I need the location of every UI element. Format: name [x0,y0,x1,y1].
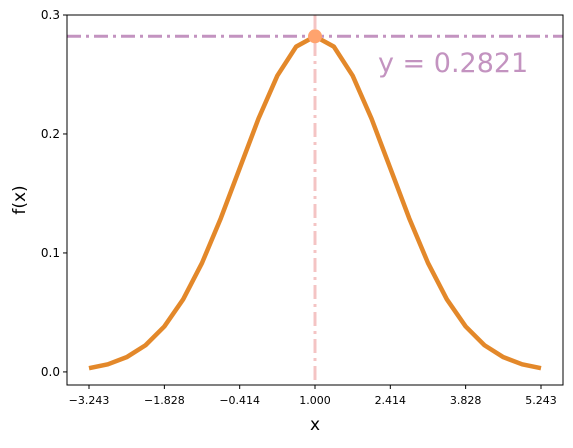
y-axis-label: f(x) [10,185,30,214]
x-tick-label: −1.828 [144,394,185,407]
plot-frame [66,14,564,386]
y-tick-label: 0.0 [41,365,60,379]
x-tick-label: −0.414 [219,394,260,407]
x-tick-label: −3.243 [69,394,110,407]
y-tick-label: 0.1 [41,246,60,260]
y-tick-label: 0.2 [41,127,60,141]
x-tick-label: 5.243 [525,394,557,407]
x-axis-label: x [310,415,320,435]
annotation: y = 0.2821 [378,48,528,79]
x-tick-label: 1.000 [299,394,331,407]
x-tick-label: 2.414 [375,394,407,407]
y-tick-label: 0.3 [41,8,60,22]
peak-marker [308,29,322,44]
x-tick-label: 3.828 [450,394,482,407]
